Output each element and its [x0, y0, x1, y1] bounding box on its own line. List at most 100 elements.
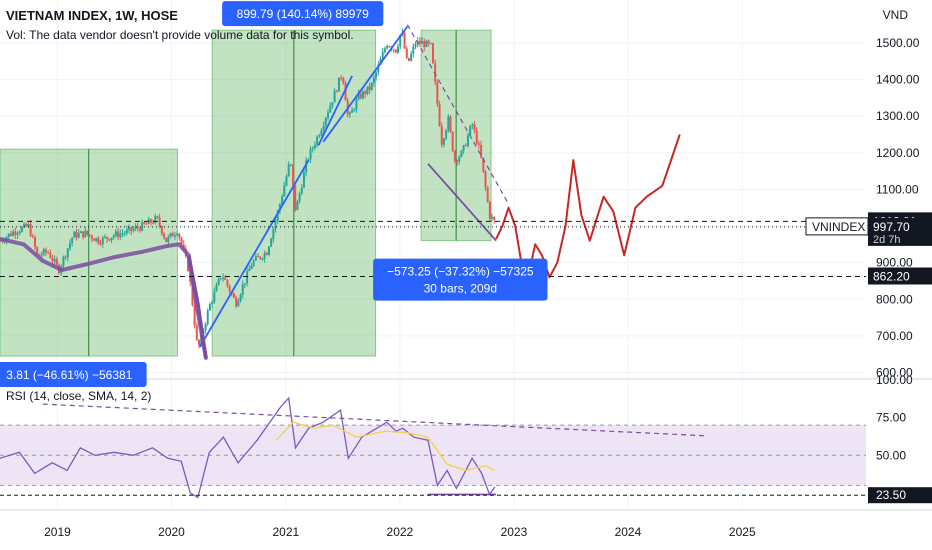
- trend-line: [427, 163, 497, 242]
- candle-body: [252, 260, 255, 266]
- candle-body: [18, 231, 21, 234]
- rsi-title: RSI (14, close, SMA, 14, 2): [6, 389, 151, 403]
- measure-labels: 3.81 (−46.61%) −56381 899.79 (140.14%) 89…: [0, 1, 548, 388]
- candle-body: [344, 82, 347, 101]
- candle-body: [121, 233, 124, 235]
- candle-body: [348, 112, 351, 115]
- candle-body: [88, 234, 91, 236]
- candle-body: [313, 144, 316, 148]
- level-badge: [868, 217, 932, 246]
- candle-body: [377, 64, 380, 73]
- candle-body: [156, 216, 159, 218]
- time-tick-label: 2024: [615, 525, 642, 539]
- candle-body: [278, 204, 281, 211]
- symbol-title[interactable]: VIETNAM INDEX, 1W, HOSE: [6, 8, 178, 23]
- candle-body: [38, 254, 41, 256]
- candle-body: [274, 220, 277, 229]
- candle-body: [163, 233, 166, 238]
- candle-body: [263, 253, 266, 259]
- candle-body: [167, 236, 170, 243]
- candle-body: [106, 236, 109, 239]
- candle-body: [40, 254, 43, 256]
- measure-label-text: 30 bars, 209d: [424, 282, 497, 296]
- candle-body: [270, 239, 273, 247]
- candle-body: [82, 231, 85, 238]
- candle-body: [79, 231, 82, 234]
- candle-body: [119, 233, 122, 238]
- candle-body: [180, 237, 183, 245]
- price-tick-label: 800.00: [876, 292, 913, 306]
- candle-body: [473, 124, 476, 131]
- candle-body: [309, 148, 312, 160]
- candle-body: [366, 86, 369, 94]
- candle-body: [493, 216, 496, 220]
- candle-body: [93, 238, 96, 241]
- candle-body: [42, 249, 45, 255]
- price-tick-label: 900.00: [876, 256, 913, 270]
- candle-body: [423, 41, 426, 47]
- axes: 600.00700.00800.00900.001000.001100.0012…: [0, 36, 932, 539]
- symbol-tag-label: VNINDEX: [812, 220, 865, 234]
- trend-line: [322, 25, 409, 143]
- candle-body: [460, 150, 463, 157]
- candle-body: [386, 46, 389, 49]
- trend-line: [199, 159, 310, 348]
- candle-body: [141, 222, 144, 231]
- trend-line: [317, 75, 353, 146]
- candle-body: [370, 83, 373, 90]
- candle-body: [158, 217, 161, 226]
- candle-body: [359, 93, 362, 99]
- candle-body: [134, 226, 137, 230]
- candle-body: [29, 223, 32, 236]
- measure-label-box: [222, 1, 384, 27]
- candle-body: [283, 185, 286, 197]
- candle-body: [191, 282, 194, 306]
- measure-ranges: [0, 29, 492, 357]
- candle-body: [169, 233, 172, 237]
- candle-body: [327, 112, 330, 118]
- candle-body: [449, 116, 452, 132]
- candle-body: [375, 72, 378, 78]
- candle-body: [193, 305, 196, 326]
- candle-body: [12, 231, 15, 236]
- candle-body: [445, 130, 448, 139]
- candle-body: [97, 238, 100, 244]
- candle-body: [421, 41, 424, 44]
- candle-body: [145, 223, 148, 225]
- candle-body: [456, 160, 459, 162]
- candle-body: [176, 233, 179, 236]
- candle-body: [285, 176, 288, 186]
- time-tick-label: 2019: [44, 525, 71, 539]
- candle-body: [257, 256, 260, 258]
- candle-body: [198, 339, 201, 346]
- candle-body: [27, 223, 30, 227]
- candle-body: [287, 164, 290, 177]
- candle-body: [49, 252, 52, 258]
- rsi-trend-line: [42, 403, 705, 437]
- candle-body: [469, 125, 472, 136]
- candle-body: [429, 43, 432, 45]
- candle-body: [355, 99, 358, 110]
- candle-body: [62, 256, 65, 267]
- candle-body: [405, 48, 408, 58]
- candle-body: [368, 86, 371, 90]
- candle-body: [427, 40, 430, 44]
- candle-body: [318, 135, 321, 137]
- candle-body: [90, 235, 93, 239]
- time-tick-label: 2020: [158, 525, 185, 539]
- candle-body: [66, 248, 69, 258]
- candle-body: [226, 279, 229, 286]
- time-tick-label: 2021: [273, 525, 300, 539]
- rsi-tick-label: 100.00: [876, 373, 913, 387]
- candle-body: [414, 44, 417, 47]
- candle-body: [152, 222, 155, 224]
- candle-body: [491, 216, 494, 219]
- candle-body: [272, 228, 275, 240]
- candle-body: [64, 256, 67, 258]
- rsi-tick-label: 50.00: [876, 448, 906, 462]
- candle-body: [23, 223, 26, 228]
- candle-body: [73, 231, 76, 238]
- candle-body: [337, 77, 340, 92]
